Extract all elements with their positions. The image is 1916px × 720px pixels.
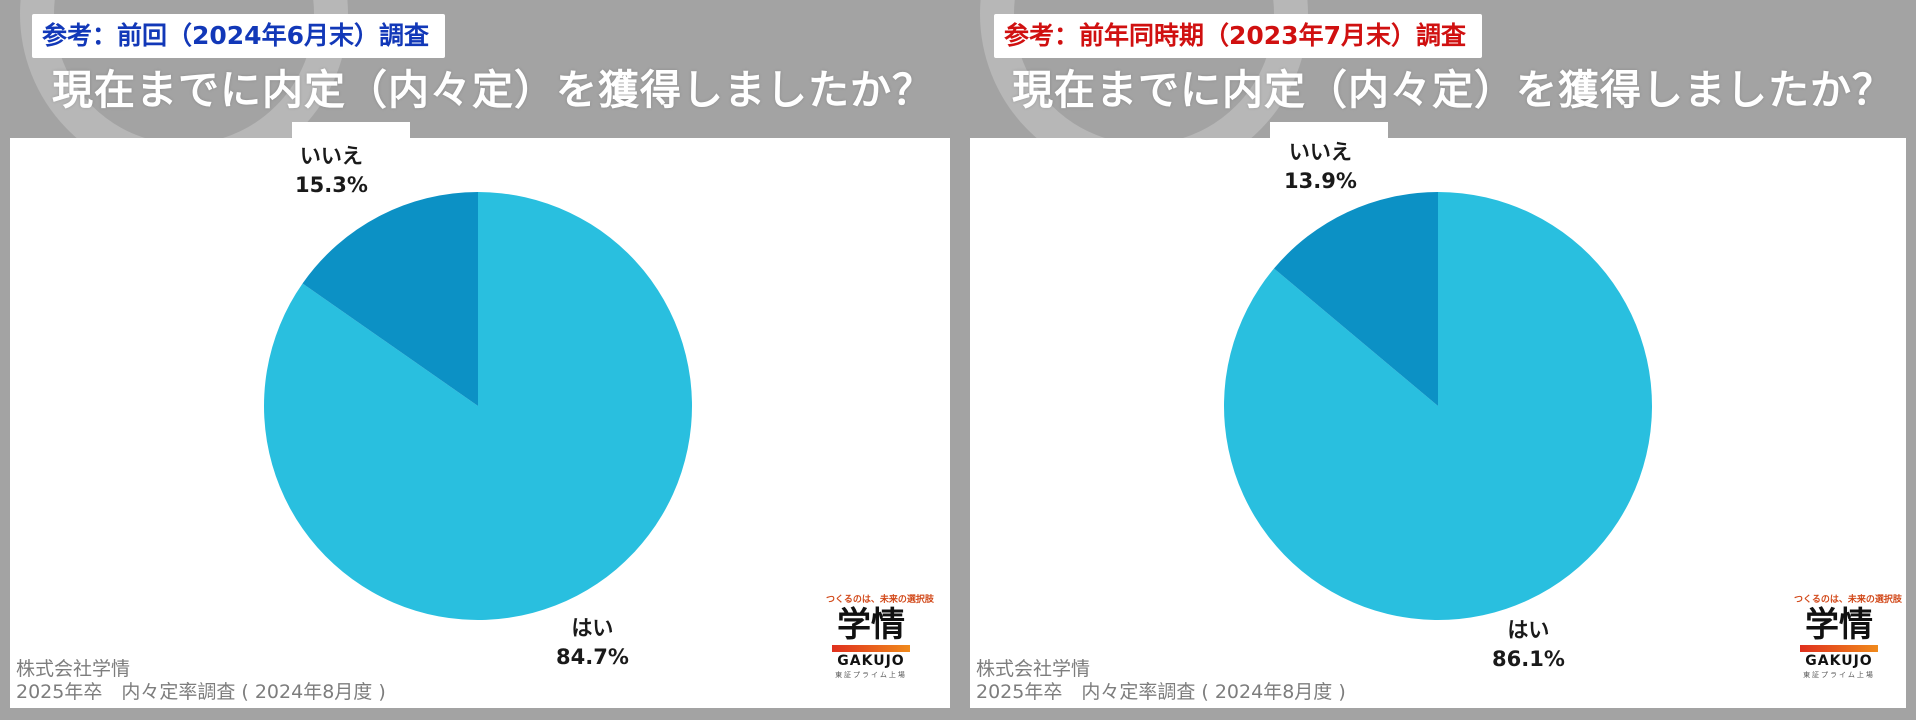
logo-bar	[1800, 645, 1878, 652]
source-note: 株式会社学情 2025年卒 内々定率調査 ( 2024年8月度 )	[16, 658, 386, 704]
slice-label-yes-name: はい	[1507, 618, 1550, 642]
logo-romaji: GAKUJO	[1805, 653, 1873, 669]
pie-chart	[1224, 191, 1653, 620]
logo-listing: 東証プライム上場	[835, 671, 907, 679]
slice-label-yes-value: 86.1%	[1492, 647, 1565, 671]
survey-panel-last-year: 参考：前年同時期（2023年7月末）調査 現在までに内定（内々定）を獲得しました…	[960, 0, 1910, 720]
logo-name: 学情	[1805, 605, 1873, 645]
slice-label-yes: はい 86.1%	[1492, 616, 1565, 674]
reference-label: 参考：前回（2024年6月末）調査	[32, 14, 445, 58]
source-note: 株式会社学情 2025年卒 内々定率調査 ( 2024年8月度 )	[976, 658, 1346, 704]
logo-romaji: GAKUJO	[837, 653, 905, 669]
question-heading: 現在までに内定（内々定）を獲得しましたか？	[1012, 66, 1894, 114]
logo-bar	[832, 645, 910, 652]
slice-label-no: いいえ 13.9%	[1284, 138, 1357, 196]
pie-slice-yes	[1224, 192, 1653, 620]
slice-label-yes: はい 84.7%	[556, 614, 629, 672]
pie-slice-yes	[264, 192, 692, 620]
slice-label-no: いいえ 15.3%	[295, 142, 368, 200]
logo-tagline: つくるのは、未来の選択肢	[826, 595, 934, 605]
slice-label-no-value: 13.9%	[1284, 169, 1357, 193]
logo-name: 学情	[837, 605, 905, 645]
logo-listing: 東証プライム上場	[1803, 671, 1875, 679]
question-heading: 現在までに内定（内々定）を獲得しましたか？	[52, 66, 934, 114]
pie-slice-no	[1273, 191, 1438, 406]
chart-card: いいえ 13.9% はい 86.1%	[970, 138, 1906, 708]
gakujo-logo: つくるのは、未来の選択肢 学情 GAKUJO 東証プライム上場	[826, 592, 934, 688]
source-company: 株式会社学情	[16, 658, 131, 680]
slice-label-yes-name: はい	[571, 616, 614, 640]
source-survey: 2025年卒 内々定率調査 ( 2024年8月度 )	[976, 681, 1346, 703]
logo-tagline: つくるのは、未来の選択肢	[1794, 595, 1902, 605]
chart-card: いいえ 15.3% はい 84.7%	[10, 138, 950, 708]
slice-label-no-name: いいえ	[1288, 140, 1352, 164]
slice-label-no-value: 15.3%	[295, 173, 368, 197]
source-survey: 2025年卒 内々定率調査 ( 2024年8月度 )	[16, 681, 386, 703]
slice-label-yes-value: 84.7%	[556, 645, 629, 669]
pie-chart	[264, 192, 692, 620]
reference-label: 参考：前年同時期（2023年7月末）調査	[994, 14, 1482, 58]
source-company: 株式会社学情	[976, 658, 1091, 680]
pie-slice-no	[302, 192, 478, 406]
survey-panel-previous: 参考：前回（2024年6月末）調査 現在までに内定（内々定）を獲得しましたか？ …	[0, 0, 950, 720]
gakujo-logo: つくるのは、未来の選択肢 学情 GAKUJO 東証プライム上場	[1794, 592, 1902, 688]
slice-label-no-name: いいえ	[299, 144, 363, 168]
